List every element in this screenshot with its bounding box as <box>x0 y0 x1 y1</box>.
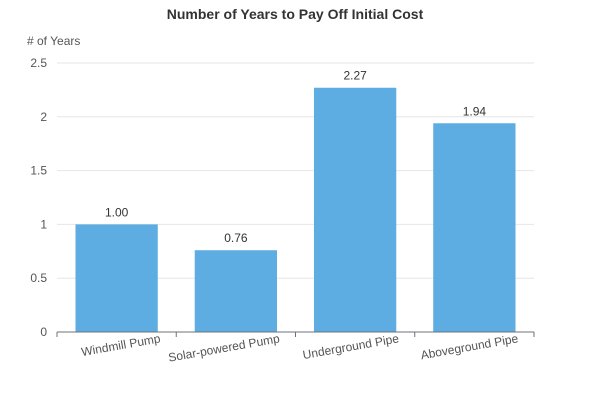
x-tick-label: Windmill Pump <box>80 331 162 359</box>
bar[interactable] <box>194 250 278 332</box>
x-tick-labels: Windmill Pump Solar-powered Pump Undergrou… <box>80 331 519 364</box>
x-axis <box>56 331 535 337</box>
y-tick-label: 0.5 <box>30 271 47 285</box>
bar[interactable] <box>313 87 397 332</box>
data-label: 1.94 <box>463 104 487 118</box>
x-tick-label: Aboveground Pipe <box>420 331 520 362</box>
y-tick-label: 2.5 <box>30 56 47 70</box>
data-label: 0.76 <box>224 231 248 245</box>
y-tick-label: 0 <box>40 325 47 339</box>
x-tick-label: Underground Pipe <box>302 331 401 362</box>
y-tick-label: 1 <box>40 217 47 231</box>
bar[interactable] <box>433 123 516 332</box>
chart-title: Number of Years to Pay Off Initial Cost <box>167 6 424 22</box>
y-tick-labels: 0 0.5 1 1.5 2 2.5 <box>30 56 47 339</box>
y-tick-label: 2 <box>40 110 47 124</box>
bars <box>75 87 516 332</box>
y-axis-label: # of Years <box>27 34 80 48</box>
data-label: 2.27 <box>343 69 367 83</box>
y-tick-label: 1.5 <box>30 164 47 178</box>
bar[interactable] <box>75 224 158 332</box>
data-label: 1.00 <box>105 205 129 219</box>
x-tick-label: Solar-powered Pump <box>167 331 281 364</box>
data-labels: 1.00 0.76 2.27 1.94 <box>105 69 486 245</box>
